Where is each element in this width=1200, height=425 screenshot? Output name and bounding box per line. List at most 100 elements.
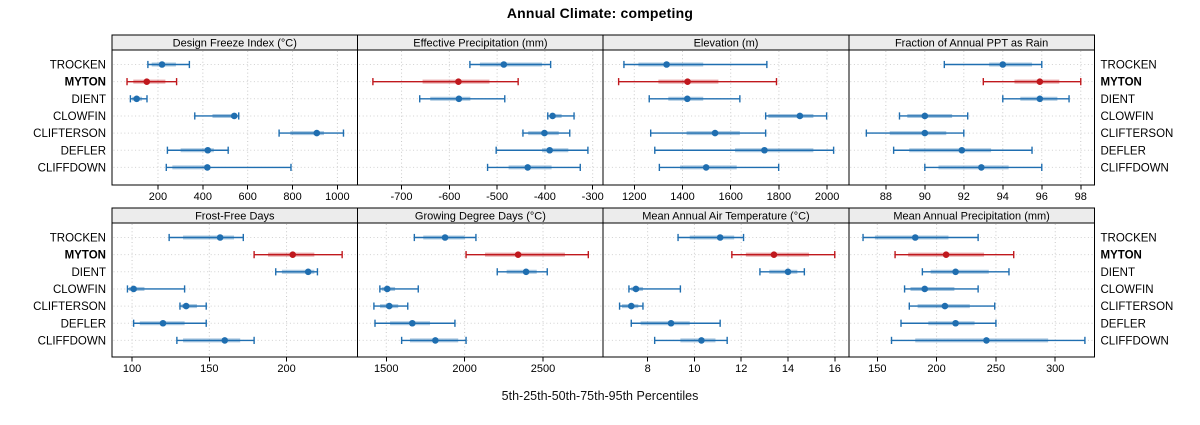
panel-strip-title: Mean Annual Precipitation (mm) [893,211,1050,223]
whisker-clowfin [764,112,828,120]
median-dot [921,112,929,120]
whisker-myton [465,251,590,259]
tick-label: 12 [735,363,747,375]
whisker-myton [372,78,519,86]
whisker-dient [921,268,1010,276]
station-label-right-clifterson: CLIFTERSON [1101,301,1174,313]
whisker-cliffdown [890,336,1086,344]
panel-strip-title: Design Freeze Index (°C) [173,38,297,50]
whisker-myton [731,251,836,259]
whisker-cliffdown [176,336,255,344]
whisker-defler [495,146,589,154]
whisker-trocken [168,233,244,242]
station-label-right-myton: MYTON [1101,250,1142,262]
station-label-right-clowfin: CLOWFIN [1101,111,1154,123]
median-dot [130,285,137,293]
whisker-clowfin [194,112,240,120]
tick-label: 14 [782,363,794,375]
whisker-clowfin [547,112,575,120]
station-label-left-trocken: TROCKEN [50,60,106,72]
panel-strip-title: Growing Degree Days (°C) [415,211,546,223]
station-label-right-cliffdown: CLIFFDOWN [1101,162,1169,174]
median-dot [999,61,1007,68]
median-dot [221,337,229,344]
median-dot [1036,95,1044,103]
median-dot [216,234,224,241]
median-dot [143,78,151,85]
whisker-clowfin [898,112,969,120]
whisker-myton [253,251,343,259]
whisker-dient [496,268,548,276]
median-dot [711,129,719,137]
station-label-right-defler: DEFLER [1101,145,1146,157]
tick-label: 98 [1075,191,1087,203]
median-dot [455,78,462,85]
tick-label: 2000 [452,363,476,375]
tick-label: 88 [880,191,892,203]
tick-label: 200 [149,191,167,203]
median-dot [204,164,211,171]
panel-strip-title: Elevation (m) [694,38,759,50]
station-label-left-trocken: TROCKEN [50,233,106,245]
whisker-clifterson [865,129,965,137]
whisker-myton [982,78,1082,86]
whisker-clifterson [618,302,644,310]
whisker-clowfin [903,285,979,293]
station-label-right-dient: DIENT [1101,267,1136,279]
median-dot [541,129,548,137]
whisker-trocken [862,233,979,242]
whisker-dient [419,95,506,103]
whisker-defler [630,319,721,327]
median-dot [133,95,140,103]
station-label-left-cliffdown: CLIFFDOWN [38,335,106,347]
figure-title: Annual Climate: competing [506,5,694,21]
panel-elevation-m-: Elevation (m) 1200 1400 1600 1800 2000 [602,34,850,203]
tick-label: 1200 [622,191,646,203]
tick-label: -300 [582,191,604,203]
station-label-left-clifterson: CLIFTERSON [33,128,106,140]
whisker-defler [374,319,456,327]
tick-label: 800 [283,191,301,203]
median-dot [230,112,238,120]
tick-label: 600 [239,191,257,203]
tick-label: 150 [868,363,886,375]
median-dot [716,234,724,241]
station-label-left-clowfin: CLOWFIN [53,284,106,296]
median-dot [784,268,792,276]
whisker-cliffdown [653,336,728,344]
panel-strip-title: Frost-Free Days [195,211,275,223]
tick-label: 150 [200,363,218,375]
whisker-dient [759,268,806,276]
median-dot [549,112,556,120]
median-dot [702,164,710,171]
median-dot [632,285,640,293]
tick-label: 1400 [670,191,694,203]
tick-label: -600 [438,191,460,203]
whisker-defler [900,319,997,327]
station-label-right-defler: DEFLER [1101,318,1146,330]
whisker-dient [1002,95,1070,103]
median-dot [663,61,670,68]
median-dot [304,268,312,276]
whisker-clifterson [278,129,345,137]
median-dot [289,251,297,258]
station-label-right-clifterson: CLIFTERSON [1101,128,1174,140]
whisker-trocken [623,60,768,69]
station-label-right-cliffdown: CLIFFDOWN [1101,335,1169,347]
median-dot [684,78,691,85]
median-dot [524,164,532,171]
median-dot [684,95,691,103]
median-dot [500,61,508,68]
median-dot [698,337,705,344]
panel-effective-precipitation-mm-: Effective Precipitation (mm) -700 -600 -500… [357,34,604,203]
median-dot [204,146,212,154]
panel-border [111,222,359,358]
tick-label: 250 [987,363,1005,375]
tick-label: -400 [534,191,556,203]
median-dot [313,129,321,137]
median-dot [770,251,778,258]
panel-frost-free-days: Frost-Free Days 100 150 200 [111,207,359,375]
whisker-defler [166,146,229,154]
median-dot [627,302,635,310]
whisker-trocken [469,60,552,69]
